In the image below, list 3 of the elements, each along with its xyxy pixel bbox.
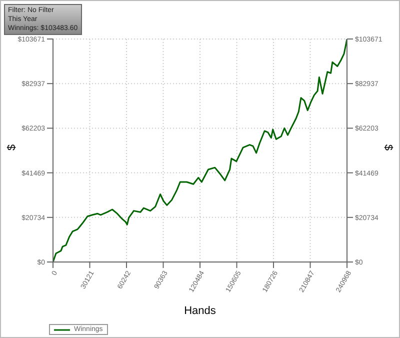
y2-axis-title: $ (382, 144, 394, 150)
y-axis-title: $ (6, 144, 18, 150)
x-axis-title: Hands (184, 305, 216, 317)
